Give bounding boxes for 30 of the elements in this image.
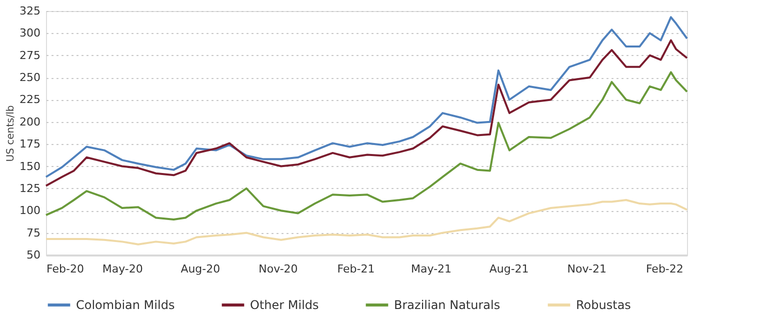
legend-label: Colombian Milds — [76, 298, 175, 312]
x-tick-label: Feb-20 — [46, 262, 84, 276]
y-tick-label: 75 — [26, 226, 40, 240]
x-tick-label: Nov-21 — [567, 262, 606, 276]
y-tick-label: 250 — [20, 71, 40, 84]
x-tick-label: Feb-21 — [337, 262, 375, 276]
legend-label: Other Milds — [250, 298, 319, 312]
x-tick-label: Aug-21 — [489, 262, 529, 276]
line-series — [45, 198, 688, 246]
y-tick-label: 150 — [20, 160, 40, 173]
y-tick-label: 275 — [20, 48, 40, 62]
y-tick-label: 100 — [20, 204, 40, 218]
y-tick-label: 200 — [20, 115, 40, 128]
y-tick-label: 325 — [20, 4, 40, 18]
legend-label: Brazilian Naturals — [394, 298, 500, 312]
y-tick-label: 50 — [26, 248, 40, 262]
line-series — [45, 71, 688, 221]
y-axis-title: US cents/lb — [6, 105, 17, 162]
x-tick-label: May-21 — [411, 262, 452, 276]
x-tick-label: Feb-22 — [646, 262, 684, 276]
y-tick-label: 125 — [20, 182, 40, 195]
y-tick-label: 225 — [20, 93, 40, 106]
y-tick-label: 300 — [20, 26, 40, 40]
x-tick-label: Aug-20 — [180, 262, 220, 276]
line-series — [45, 16, 688, 178]
y-tick-label: 175 — [20, 138, 40, 151]
x-tick-label: Nov-20 — [258, 262, 298, 276]
x-tick-label: May-20 — [102, 262, 143, 276]
legend-label: Robustas — [576, 298, 631, 312]
line-series — [45, 39, 688, 187]
